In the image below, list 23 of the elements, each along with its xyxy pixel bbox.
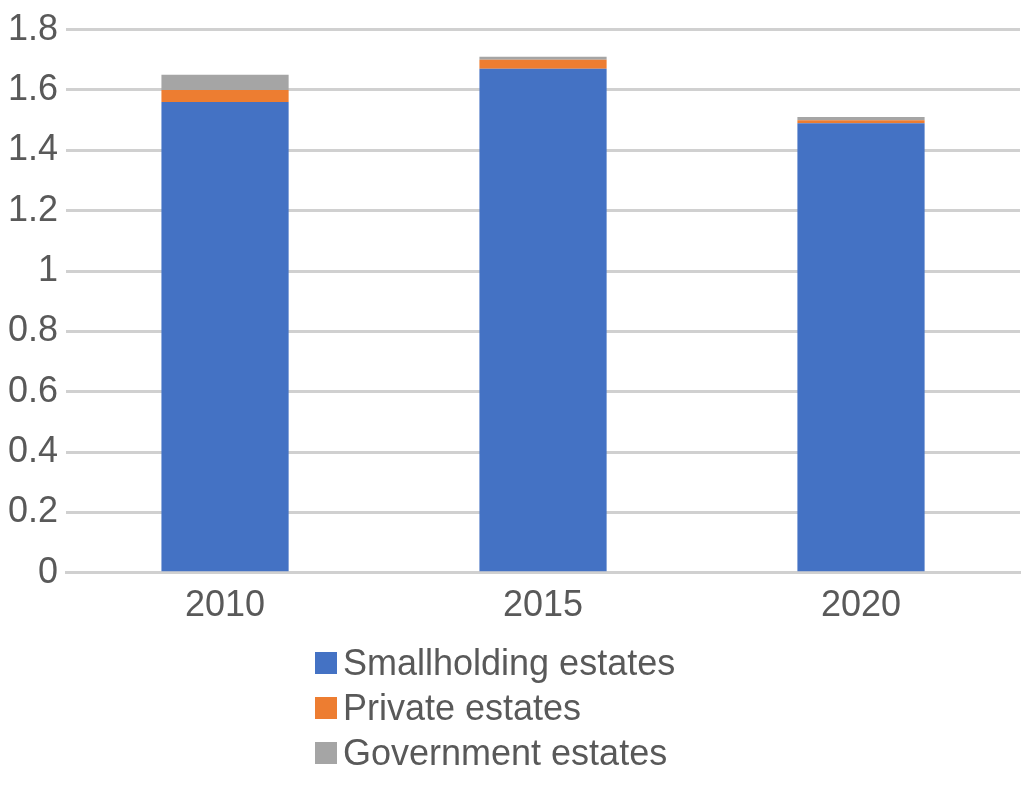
legend-label: Private estates [343,686,582,729]
y-tick-label: 0 [38,549,59,591]
y-tick-label: 1 [38,247,59,289]
y-tick-label: 1.4 [8,127,59,169]
y-tick-label: 0.4 [8,429,59,471]
x-tick-label: 2015 [502,583,584,625]
legend-label: Government estates [343,731,668,774]
x-tick-label: 2020 [820,583,902,625]
bar [797,123,925,572]
y-tick-label: 0.2 [8,489,59,531]
y-tick-label: 1.6 [8,66,59,108]
bar [479,68,607,572]
bar [161,89,289,103]
y-tick-label: 1.2 [8,187,59,229]
legend-label: Smallholding estates [343,641,676,684]
y-tick-label: 0.8 [8,308,59,350]
bar [479,59,607,69]
bar [479,56,607,60]
y-tick-label: 1.8 [8,6,59,48]
x-tick-label: 2010 [184,583,266,625]
y-tick-label: 0.6 [8,368,59,410]
bar [161,74,289,90]
bar [161,102,289,572]
